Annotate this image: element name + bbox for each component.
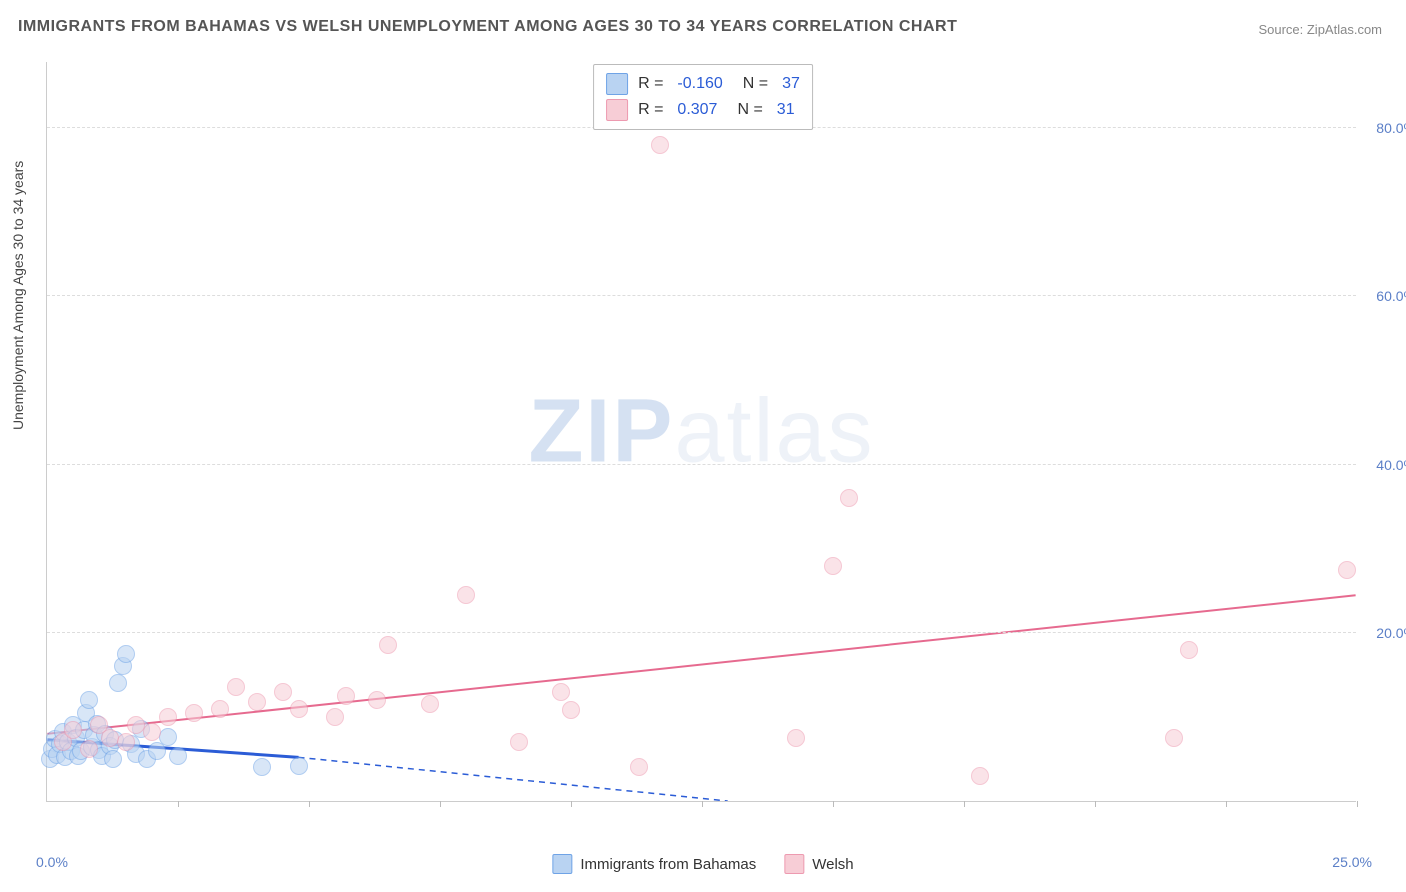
- legend-stat-row: R =-0.160N =37: [606, 71, 800, 97]
- x-tick: [1226, 801, 1227, 807]
- data-point: [104, 750, 122, 768]
- x-axis-end-label: 25.0%: [1332, 854, 1372, 870]
- x-tick: [702, 801, 703, 807]
- x-tick: [1095, 801, 1096, 807]
- r-value: 0.307: [673, 101, 717, 119]
- legend-swatch: [606, 99, 628, 121]
- legend-label: Welsh: [812, 856, 853, 873]
- legend-item: Welsh: [784, 854, 853, 874]
- r-value: -0.160: [673, 75, 722, 93]
- data-point: [143, 723, 161, 741]
- data-point: [824, 557, 842, 575]
- data-point: [651, 136, 669, 154]
- y-axis-label: Unemployment Among Ages 30 to 34 years: [10, 161, 26, 430]
- data-point: [169, 747, 187, 765]
- data-point: [274, 683, 292, 701]
- data-point: [80, 740, 98, 758]
- y-tick-label: 20.0%: [1361, 625, 1406, 641]
- n-value: 37: [778, 75, 800, 93]
- source-label: Source: ZipAtlas.com: [1258, 22, 1382, 37]
- x-tick: [833, 801, 834, 807]
- data-point: [379, 636, 397, 654]
- data-point: [117, 733, 135, 751]
- data-point: [117, 645, 135, 663]
- legend-label: Immigrants from Bahamas: [580, 856, 756, 873]
- data-point: [290, 757, 308, 775]
- n-value: 31: [773, 101, 795, 119]
- gridline: [47, 464, 1356, 465]
- legend-stats: R =-0.160N =37R =0.307N =31: [593, 64, 813, 130]
- data-point: [1338, 561, 1356, 579]
- data-point: [326, 708, 344, 726]
- data-point: [457, 586, 475, 604]
- data-point: [211, 700, 229, 718]
- y-tick-label: 80.0%: [1361, 120, 1406, 136]
- data-point: [290, 700, 308, 718]
- data-point: [787, 729, 805, 747]
- data-point: [1165, 729, 1183, 747]
- gridline: [47, 632, 1356, 633]
- plot-area: ZIPatlas 20.0%40.0%60.0%80.0%: [46, 62, 1356, 802]
- x-tick: [440, 801, 441, 807]
- legend-swatch: [552, 854, 572, 874]
- watermark: ZIPatlas: [528, 380, 874, 483]
- data-point: [510, 733, 528, 751]
- data-point: [562, 701, 580, 719]
- data-point: [1180, 641, 1198, 659]
- x-tick: [309, 801, 310, 807]
- x-tick: [571, 801, 572, 807]
- data-point: [109, 674, 127, 692]
- data-point: [159, 708, 177, 726]
- data-point: [159, 728, 177, 746]
- data-point: [840, 489, 858, 507]
- chart-title: IMMIGRANTS FROM BAHAMAS VS WELSH UNEMPLO…: [18, 18, 957, 36]
- gridline: [47, 295, 1356, 296]
- data-point: [185, 704, 203, 722]
- data-point: [227, 678, 245, 696]
- data-point: [248, 693, 266, 711]
- data-point: [421, 695, 439, 713]
- x-axis-start-label: 0.0%: [36, 854, 68, 870]
- data-point: [253, 758, 271, 776]
- data-point: [630, 758, 648, 776]
- legend-swatch: [784, 854, 804, 874]
- data-point: [971, 767, 989, 785]
- data-point: [337, 687, 355, 705]
- y-tick-label: 60.0%: [1361, 288, 1406, 304]
- data-point: [80, 691, 98, 709]
- x-tick: [1357, 801, 1358, 807]
- legend-stat-row: R =0.307N =31: [606, 97, 800, 123]
- y-tick-label: 40.0%: [1361, 457, 1406, 473]
- data-point: [64, 721, 82, 739]
- data-point: [368, 691, 386, 709]
- legend-series: Immigrants from Bahamas Welsh: [552, 854, 853, 874]
- x-tick: [964, 801, 965, 807]
- legend-item: Immigrants from Bahamas: [552, 854, 756, 874]
- legend-swatch: [606, 73, 628, 95]
- data-point: [552, 683, 570, 701]
- x-tick: [178, 801, 179, 807]
